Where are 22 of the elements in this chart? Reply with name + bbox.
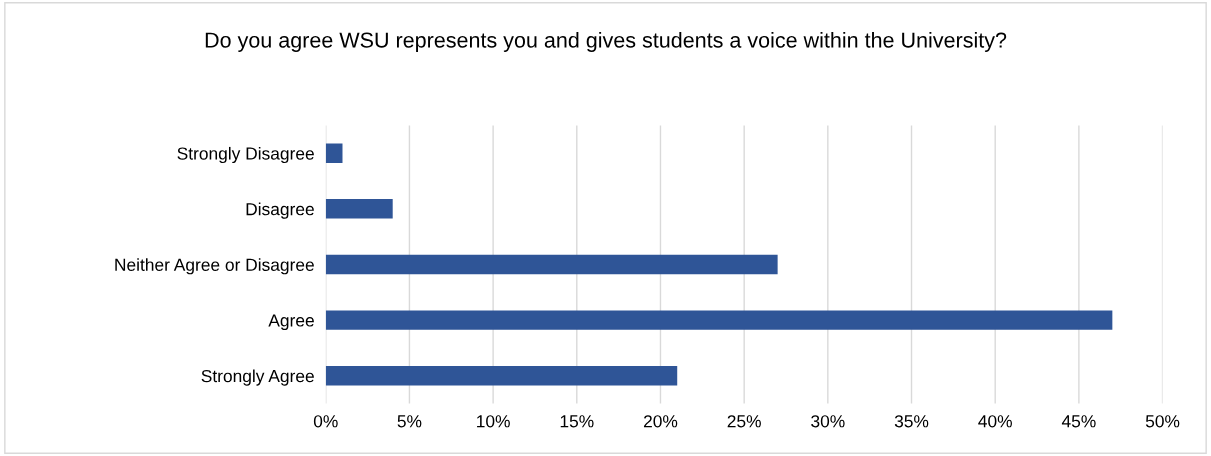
bar — [325, 310, 1113, 330]
x-tick-label: 20% — [643, 415, 678, 428]
chart-title: Do you agree WSU represents you and gives students a voice within the University? — [205, 31, 1007, 52]
x-tick-label: 30% — [811, 415, 845, 428]
y-tick-label: Disagree — [246, 202, 314, 219]
y-tick-label: Strongly Agree — [201, 369, 314, 386]
y-tick-label: Neither Agree or Disagree — [115, 258, 314, 275]
x-tick-label: 50% — [1145, 415, 1180, 428]
bar — [325, 254, 778, 275]
x-tick-label: 40% — [978, 415, 1012, 428]
y-tick-label: Strongly Disagree — [177, 146, 314, 164]
x-tick-label: 15% — [560, 415, 594, 428]
y-tick-label: Agree — [268, 314, 314, 331]
x-tick-label: 0% — [313, 415, 338, 428]
x-tick-label: 35% — [894, 415, 929, 428]
x-tick-label: 25% — [727, 415, 761, 428]
bar — [325, 366, 678, 386]
x-tick-label: 5% — [397, 415, 422, 428]
bar — [325, 143, 343, 163]
x-tick-label: 10% — [477, 415, 510, 428]
x-tick-label: 45% — [1061, 415, 1096, 428]
bar — [325, 199, 393, 219]
